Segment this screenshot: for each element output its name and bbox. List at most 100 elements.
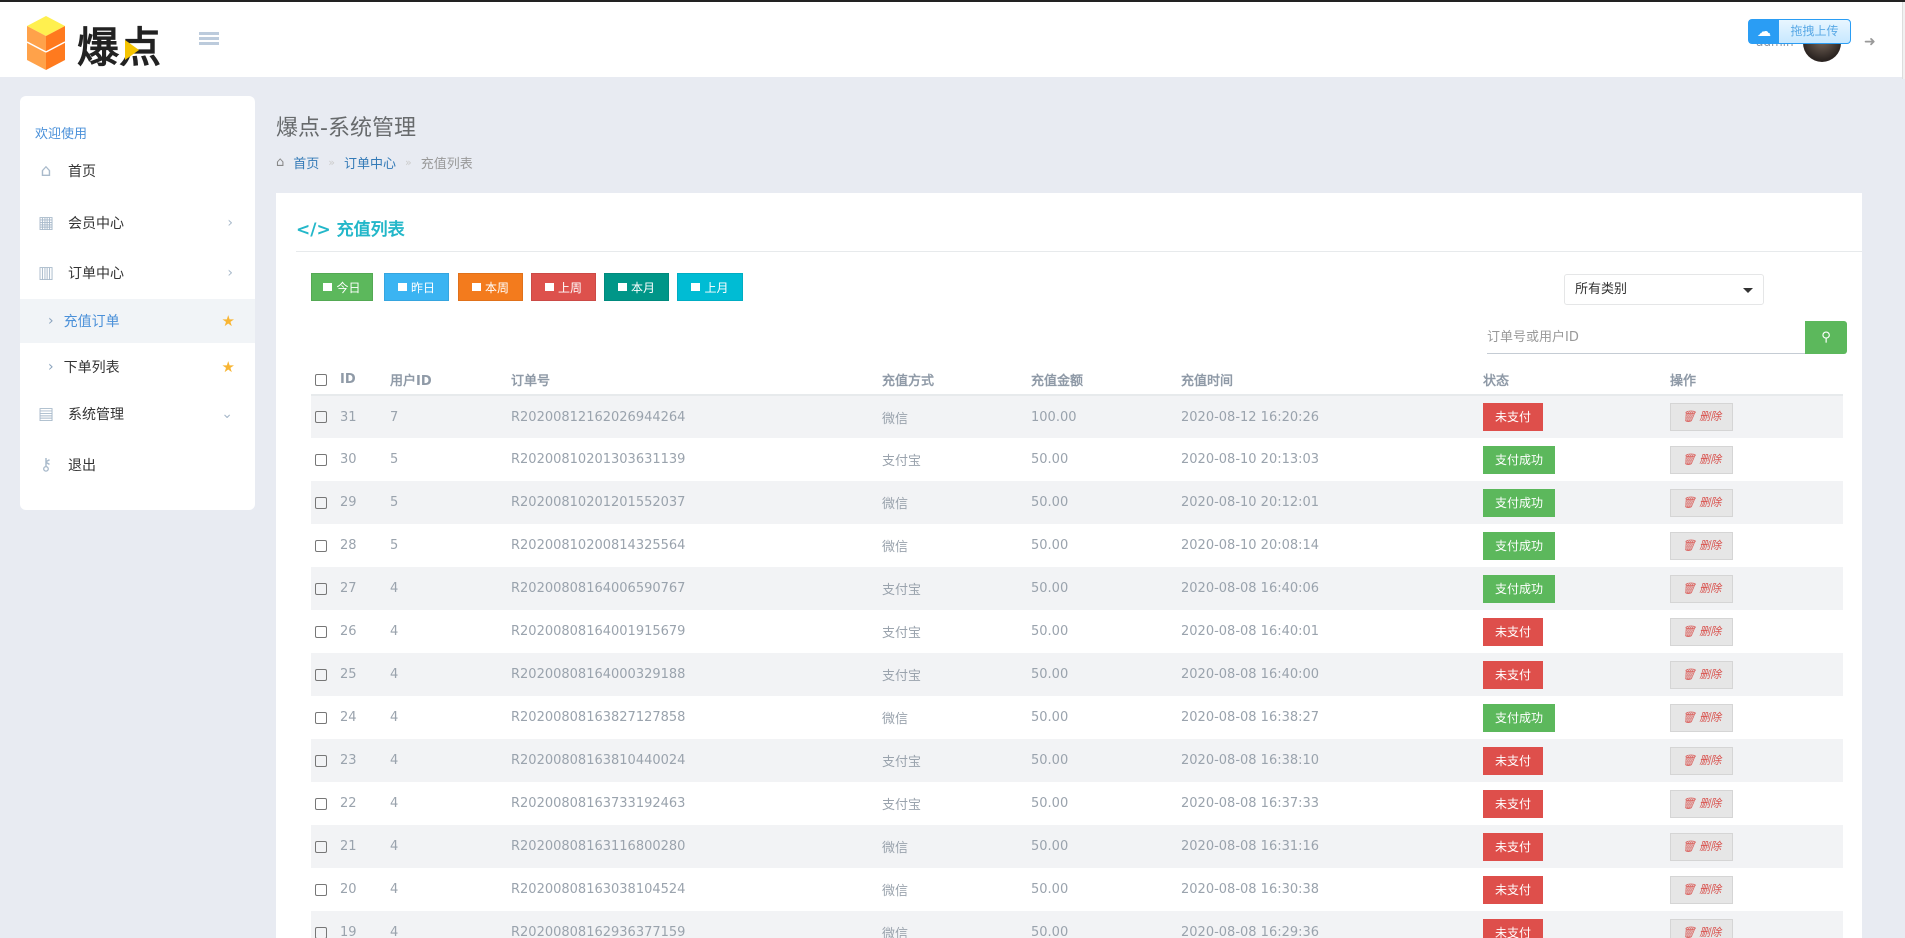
sign-out-icon[interactable]: ➜ [1864, 34, 1876, 50]
sidebar-item-members[interactable]: ▦ 会员中心 › [20, 201, 255, 245]
delete-button[interactable]: 🗑 删除 [1670, 875, 1733, 904]
quick-filter-button[interactable]: 昨日 [384, 273, 449, 301]
delete-button[interactable]: 🗑 删除 [1670, 789, 1733, 818]
row-checkbox[interactable] [315, 797, 327, 810]
row-checkbox[interactable] [315, 582, 327, 595]
delete-button[interactable]: 🗑 删除 [1670, 660, 1733, 689]
breadcrumb-orders[interactable]: 订单中心 [344, 157, 397, 172]
select-all-checkbox[interactable] [315, 373, 327, 386]
category-select[interactable]: 所有类别 [1564, 274, 1764, 305]
delete-button[interactable]: 🗑 删除 [1670, 832, 1733, 861]
delete-button[interactable]: 🗑 删除 [1670, 403, 1733, 431]
sidebar-item-system[interactable]: ▤ 系统管理 ⌄ [20, 392, 255, 436]
row-checkbox[interactable] [315, 539, 327, 552]
row-time: 2020-08-08 16:38:10 [1181, 739, 1483, 782]
col-id[interactable]: ID [340, 365, 390, 396]
delete-label: 删除 [1699, 410, 1722, 423]
table-header: ID 用户ID 订单号 充值方式 充值金额 充值时间 状态 操作 [311, 365, 1843, 396]
chevron-right-icon: › [227, 265, 233, 281]
delete-label: 删除 [1699, 839, 1722, 853]
row-user-id: 4 [390, 796, 399, 811]
status-badge: 未支付 [1483, 660, 1544, 689]
row-time: 2020-08-12 16:20:26 [1181, 395, 1483, 438]
quick-filter-button[interactable]: 本周 [458, 273, 523, 301]
delete-button[interactable]: 🗑 删除 [1670, 488, 1733, 517]
row-user-id: 5 [390, 452, 399, 467]
calendar-icon: ▤ [37, 404, 55, 424]
delete-button[interactable]: 🗑 删除 [1670, 531, 1733, 560]
row-time: 2020-08-08 16:38:27 [1181, 710, 1320, 725]
row-checkbox[interactable] [315, 711, 327, 724]
menu-toggle-icon[interactable] [199, 32, 219, 48]
row-user-id: 4 [390, 624, 399, 639]
quick-filter-label: 上周 [557, 280, 582, 295]
archive-icon [471, 283, 481, 291]
delete-button[interactable]: 🗑 删除 [1670, 703, 1733, 732]
quick-filter-button[interactable]: 本月 [604, 273, 669, 301]
drag-upload-button[interactable]: ☁ 拖拽上传 [1748, 19, 1851, 44]
row-id: 21 [340, 825, 390, 868]
search-button[interactable]: ⚲ [1805, 321, 1847, 354]
upload-label: 拖拽上传 [1790, 24, 1839, 38]
sidebar-item-label: 订单中心 [68, 266, 124, 282]
delete-button[interactable]: 🗑 删除 [1670, 445, 1733, 474]
col-user-id[interactable]: 用户ID [390, 365, 511, 396]
col-order-no[interactable]: 订单号 [511, 365, 882, 396]
status-badge: 未支付 [1483, 832, 1544, 861]
search-input[interactable] [1487, 321, 1805, 354]
quick-filter-label: 上月 [704, 280, 729, 295]
quick-filter-button[interactable]: 今日 [311, 273, 373, 301]
sidebar-item-order-list[interactable]: › 下单列表 ★ [20, 345, 255, 389]
breadcrumb-separator: » [405, 156, 412, 169]
row-user-id: 4 [390, 911, 511, 938]
quick-filter-button[interactable]: 上月 [677, 273, 743, 301]
archive-icon [691, 283, 701, 291]
row-time: 2020-08-08 16:40:01 [1181, 624, 1320, 639]
row-method: 微信 [882, 712, 909, 727]
sidebar-item-recharge-orders[interactable]: › 充值订单 ★ [20, 299, 255, 343]
row-amount: 50.00 [1031, 739, 1181, 782]
sidebar-item-logout[interactable]: ⚷ 退出 [20, 443, 255, 487]
card-title-text: 充值列表 [336, 220, 405, 240]
row-checkbox[interactable] [315, 411, 327, 423]
row-checkbox[interactable] [315, 453, 327, 466]
sidebar-item-orders[interactable]: ▥ 订单中心 › [20, 251, 255, 295]
delete-label: 删除 [1699, 624, 1722, 638]
row-checkbox[interactable] [315, 754, 327, 767]
delete-button[interactable]: 🗑 删除 [1670, 574, 1733, 603]
delete-button[interactable]: 🗑 删除 [1670, 746, 1733, 775]
sidebar-item-home[interactable]: ⌂ 首页 [20, 149, 255, 193]
row-checkbox[interactable] [315, 883, 327, 896]
row-checkbox[interactable] [315, 496, 327, 509]
row-checkbox[interactable] [315, 668, 327, 681]
trash-icon: 🗑 [1681, 882, 1696, 896]
home-icon: ⌂ [40, 161, 52, 181]
table-row: 26 4 R20200808164001915679 支付宝 50.00 2020-08-… [311, 610, 1843, 653]
col-amount[interactable]: 充值金额 [1031, 365, 1181, 396]
delete-label: 删除 [1699, 882, 1722, 896]
trash-icon: 🗑 [1681, 538, 1696, 552]
row-checkbox[interactable] [315, 625, 327, 638]
row-checkbox[interactable] [315, 926, 327, 938]
breadcrumb-home[interactable]: 首页 [293, 157, 320, 172]
row-checkbox[interactable] [315, 840, 327, 853]
archive-icon [397, 283, 407, 291]
key-icon: ⚷ [39, 455, 53, 475]
delete-button[interactable]: 🗑 删除 [1670, 918, 1733, 938]
row-order-no: R20200808163733192463 [511, 796, 686, 811]
row-method: 微信 [882, 481, 1031, 524]
row-order-no: R20200808164000329188 [511, 653, 882, 696]
col-time[interactable]: 充值时间 [1181, 365, 1483, 396]
col-method[interactable]: 充值方式 [882, 365, 1031, 396]
quick-filter-button[interactable]: 上周 [531, 273, 596, 301]
scrollbar[interactable] [1902, 2, 1905, 79]
delete-button[interactable]: 🗑 删除 [1670, 617, 1733, 646]
trash-icon: 🗑 [1681, 796, 1696, 810]
archive-icon [617, 283, 627, 291]
delete-label: 删除 [1699, 710, 1722, 724]
sidebar-item-label: 退出 [68, 458, 96, 474]
col-actions: 操作 [1670, 365, 1843, 396]
recharge-list-card: </> 充值列表 今日 昨日 本周 上周 本月 上月 所有类别 ⚲ ID 用户ID 订单号… [276, 193, 1862, 938]
quick-filter-label: 本月 [630, 280, 655, 295]
row-user-id: 4 [390, 739, 511, 782]
